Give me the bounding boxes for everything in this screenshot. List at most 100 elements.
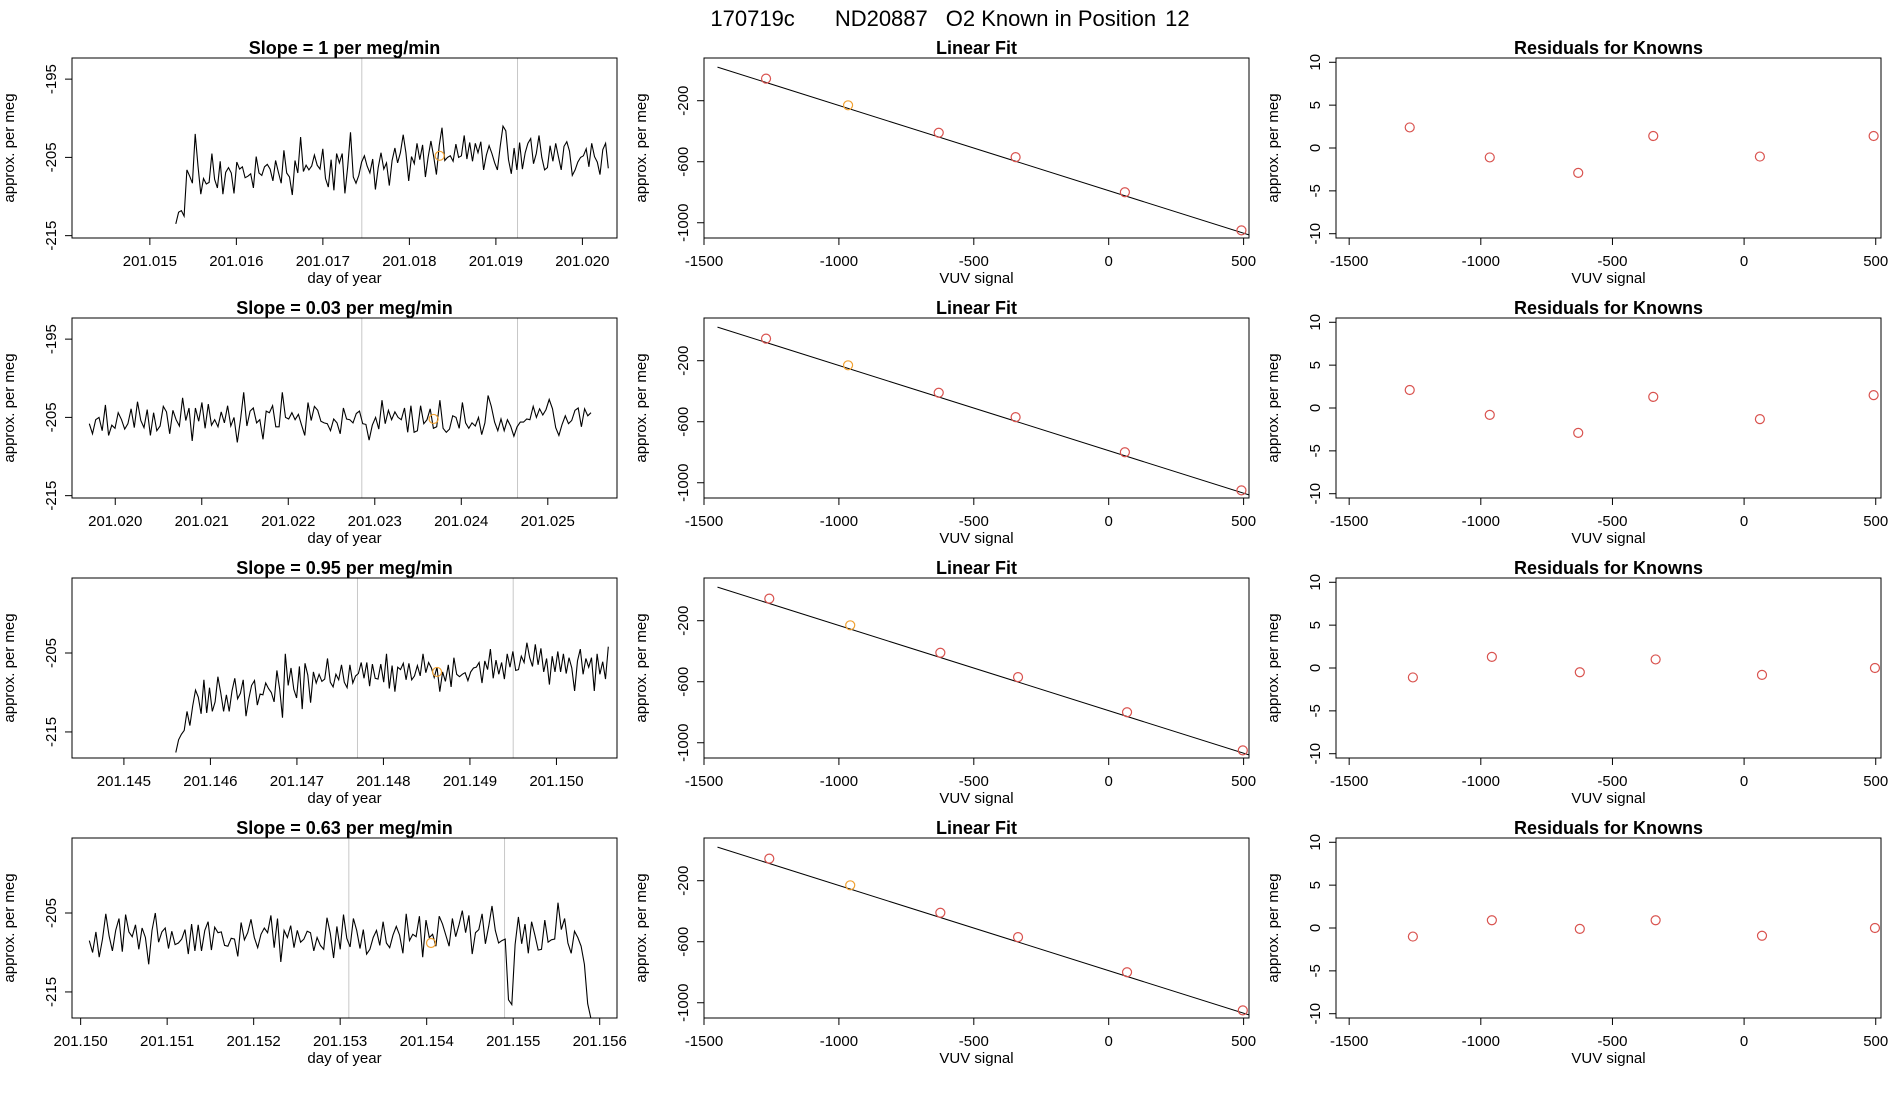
plot-area xyxy=(88,838,592,1018)
x-tick-label: -1000 xyxy=(1462,513,1500,530)
fit-point xyxy=(935,647,946,658)
y-tick-label: 10 xyxy=(1307,314,1324,331)
y-tick-label: 0 xyxy=(1307,144,1324,152)
fit-point xyxy=(1010,412,1021,423)
y-axis-label: approx. per meg xyxy=(633,93,650,202)
x-tick-label: 201.150 xyxy=(54,1033,108,1050)
y-tick-label: 5 xyxy=(1307,621,1324,629)
x-axis-label: VUV signal xyxy=(939,530,1013,547)
x-tick-label: 201.153 xyxy=(313,1033,367,1050)
x-tick-label: 201.025 xyxy=(521,513,575,530)
residual-point xyxy=(1868,390,1879,401)
y-axis-label: approx. per meg xyxy=(1265,353,1282,462)
data-series-line xyxy=(88,392,592,443)
fit-point xyxy=(1119,187,1130,198)
residual-point xyxy=(1574,667,1585,678)
x-tick-label: 201.145 xyxy=(97,773,151,790)
y-tick-label: -5 xyxy=(1307,704,1324,717)
x-tick-label: 201.018 xyxy=(382,253,436,270)
plot-frame xyxy=(1335,317,1882,499)
x-tick-label: -1000 xyxy=(820,773,858,790)
residual-point xyxy=(1650,654,1661,665)
x-axis-label: VUV signal xyxy=(939,790,1013,807)
x-axis-label: VUV signal xyxy=(1571,530,1645,547)
panel-title: Residuals for Knowns xyxy=(1514,298,1703,318)
fit-point xyxy=(845,620,856,631)
fit-point xyxy=(1012,672,1024,683)
y-tick-label: -10 xyxy=(1307,483,1324,505)
plot-frame xyxy=(1335,577,1882,759)
x-tick-label: -1000 xyxy=(1462,1033,1500,1050)
y-axis-label: approx. per meg xyxy=(1,353,18,462)
x-tick-label: -1500 xyxy=(1330,773,1368,790)
plot-area xyxy=(717,326,1249,496)
residual-point xyxy=(1756,930,1768,941)
y-tick-label: -215 xyxy=(43,481,60,511)
x-tick-label: -1500 xyxy=(685,1033,723,1050)
x-tick-label: 0 xyxy=(1740,253,1748,270)
fit-point xyxy=(845,880,856,891)
plot-area xyxy=(175,58,609,238)
x-tick-label: -500 xyxy=(1597,253,1627,270)
y-tick-label: -205 xyxy=(43,402,60,432)
panel-title: Linear Fit xyxy=(936,818,1017,838)
x-tick-label: -500 xyxy=(959,513,989,530)
x-axis-label: day of year xyxy=(307,790,381,807)
chart-panel-9: Residuals for Knowns VUV signal approx. pe… xyxy=(1265,38,1888,287)
fit-line xyxy=(717,586,1249,756)
fit-point xyxy=(764,593,775,604)
fit-line xyxy=(717,846,1249,1016)
x-tick-label: 201.151 xyxy=(140,1033,194,1050)
x-tick-label: 201.022 xyxy=(261,513,315,530)
y-tick-label: -1000 xyxy=(675,204,692,242)
plot-area xyxy=(88,318,592,498)
x-tick-label: 201.023 xyxy=(348,513,402,530)
y-tick-label: 0 xyxy=(1307,924,1324,932)
plot-area xyxy=(1404,384,1879,438)
y-axis-label: approx. per meg xyxy=(633,353,650,462)
y-tick-label: 0 xyxy=(1307,664,1324,672)
x-tick-label: 201.148 xyxy=(356,773,410,790)
x-tick-label: 0 xyxy=(1105,513,1113,530)
y-tick-label: -600 xyxy=(675,927,692,957)
highlight-point xyxy=(425,937,437,949)
x-axis-label: VUV signal xyxy=(1571,270,1645,287)
y-axis-label: approx. per meg xyxy=(1,873,18,982)
residual-point xyxy=(1648,391,1659,402)
x-tick-label: 201.147 xyxy=(270,773,324,790)
y-tick-label: -215 xyxy=(43,221,60,251)
fit-point xyxy=(1236,485,1247,496)
x-tick-label: 0 xyxy=(1105,253,1113,270)
panel-title: Linear Fit xyxy=(936,38,1017,58)
x-axis-label: day of year xyxy=(307,1050,381,1067)
x-tick-label: 201.155 xyxy=(486,1033,540,1050)
y-axis-label: approx. per meg xyxy=(1,613,18,722)
residual-point xyxy=(1404,122,1415,133)
fit-point xyxy=(933,387,944,398)
x-tick-label: 500 xyxy=(1231,513,1256,530)
x-tick-label: 201.024 xyxy=(434,513,488,530)
fit-line xyxy=(717,66,1249,236)
fit-point xyxy=(933,127,944,138)
x-axis-label: VUV signal xyxy=(1571,1050,1645,1067)
fit-point xyxy=(1012,932,1024,943)
plot-frame xyxy=(703,837,1250,1019)
residual-point xyxy=(1484,152,1495,163)
residual-point xyxy=(1754,414,1765,425)
y-tick-label: 10 xyxy=(1307,54,1324,71)
x-tick-label: 201.020 xyxy=(555,253,609,270)
residual-point xyxy=(1486,651,1497,662)
plot-frame xyxy=(71,57,618,239)
x-tick-label: -1500 xyxy=(1330,1033,1368,1050)
y-tick-label: -600 xyxy=(675,407,692,437)
x-tick-label: 201.146 xyxy=(183,773,237,790)
fit-point xyxy=(935,907,946,918)
x-tick-label: 500 xyxy=(1231,773,1256,790)
known-label: O2 Known in Position xyxy=(946,6,1156,31)
run-id: 170719c xyxy=(710,6,794,31)
plot-area xyxy=(175,578,609,758)
plot-frame xyxy=(1335,57,1882,239)
residual-point xyxy=(1650,915,1661,926)
x-tick-label: 201.017 xyxy=(296,253,350,270)
